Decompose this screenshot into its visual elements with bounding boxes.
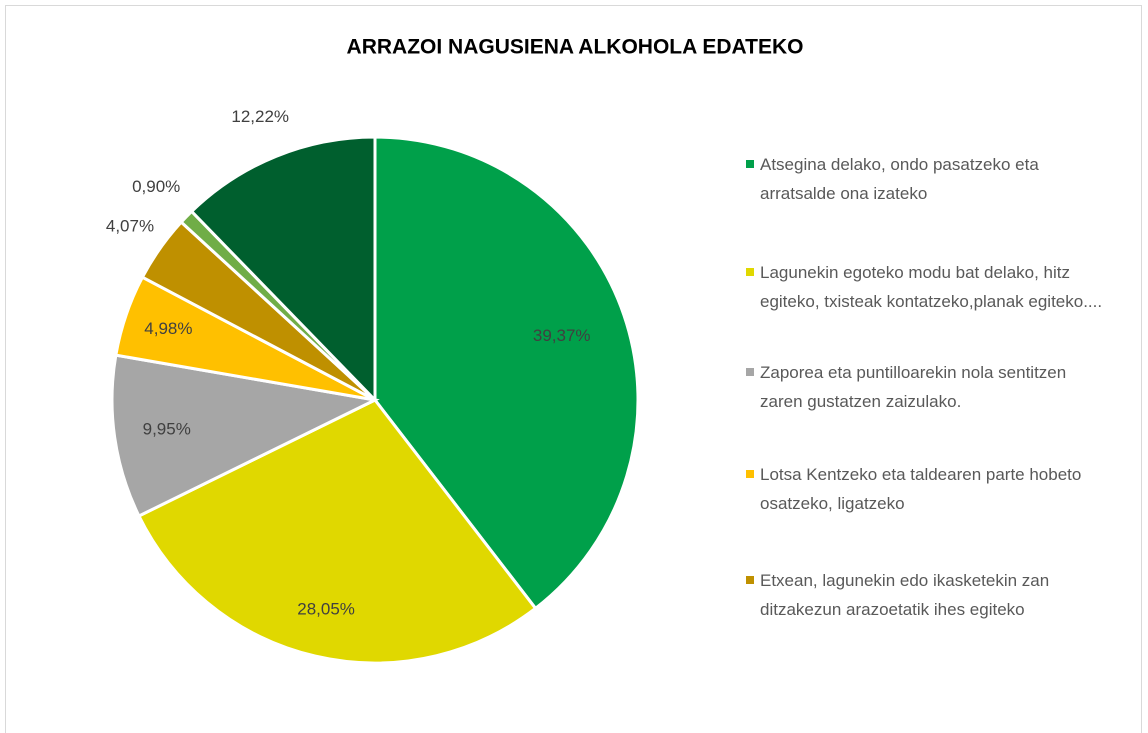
pie-slice [110,353,380,518]
chart-border [5,5,1142,733]
legend-entry: Lagunekin egoteko modu bat delako, hitz … [746,258,1105,316]
legend-swatch [746,368,754,376]
legend-entry: Zaporea eta puntilloarekin nola sentitze… [746,358,1105,416]
legend-label: Etxean, lagunekin edo ikasketekin zan di… [760,571,1050,619]
legend-label: Lagunekin egoteko modu bat delako, hitz … [760,263,1103,311]
legend-entry: Etxean, lagunekin edo ikasketekin zan di… [746,566,1105,624]
legend-label: Lotsa Kentzeko eta taldearen parte hobet… [760,465,1082,513]
chart-title: ARRAZOI NAGUSIENA ALKOHOLA EDATEKO [347,36,804,59]
data-label: 4,98% [144,319,192,338]
legend-swatch [746,470,754,478]
pie-slice [373,135,640,611]
legend-label: Zaporea eta puntilloarekin nola sentitze… [760,363,1067,411]
data-label: 0,90% [132,177,180,196]
legend-swatch [746,160,754,168]
data-label: 9,95% [143,419,191,438]
legend-entry: Atsegina delako, ondo pasatzeko eta arra… [746,150,1105,208]
legend-label: Atsegina delako, ondo pasatzeko eta arra… [760,155,1039,203]
data-label: 39,37% [533,326,591,345]
legend-swatch [746,268,754,276]
data-label: 12,22% [231,107,289,126]
legend-swatch [746,576,754,584]
pie-slice [189,135,377,404]
data-label: 4,07% [106,217,154,236]
data-label: 28,05% [297,600,355,619]
legend-entry: Lotsa Kentzeko eta taldearen parte hobet… [746,460,1105,518]
pie-slice [136,398,538,665]
